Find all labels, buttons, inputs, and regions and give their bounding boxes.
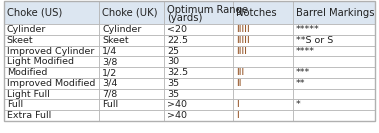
Bar: [4, 35, 99, 46]
Text: IIIII: IIIII: [236, 36, 250, 45]
Text: Cylinder: Cylinder: [102, 25, 142, 34]
Text: *: *: [296, 100, 301, 109]
Text: Modified: Modified: [7, 68, 47, 77]
Text: Full: Full: [7, 100, 23, 109]
Text: Extra Full: Extra Full: [7, 111, 51, 120]
Text: Improved Modified: Improved Modified: [7, 79, 95, 88]
Text: III: III: [236, 68, 244, 77]
Text: 30: 30: [167, 57, 179, 66]
Text: Notches: Notches: [236, 8, 276, 18]
Bar: [233, 1, 293, 24]
Text: 1/2: 1/2: [102, 68, 117, 77]
Bar: [164, 24, 233, 35]
Bar: [99, 67, 164, 78]
Text: Light Modified: Light Modified: [7, 57, 74, 66]
Text: 1/4: 1/4: [102, 47, 117, 55]
Text: >40: >40: [167, 111, 187, 120]
Text: Skeet: Skeet: [7, 36, 33, 45]
Bar: [164, 56, 233, 67]
Bar: [99, 78, 164, 89]
Bar: [233, 110, 293, 121]
Text: 35: 35: [167, 90, 179, 99]
Bar: [233, 35, 293, 46]
Bar: [233, 99, 293, 110]
Bar: [164, 46, 233, 56]
Bar: [293, 24, 375, 35]
Text: Cylinder: Cylinder: [7, 25, 46, 34]
Bar: [99, 56, 164, 67]
Text: IIII: IIII: [236, 47, 247, 55]
Text: IIIII: IIIII: [236, 25, 250, 34]
Bar: [164, 35, 233, 46]
Bar: [164, 89, 233, 99]
Text: 25: 25: [167, 47, 179, 55]
Text: 35: 35: [167, 79, 179, 88]
Bar: [4, 24, 99, 35]
Bar: [4, 110, 99, 121]
Text: 3/8: 3/8: [102, 57, 118, 66]
Text: *****: *****: [296, 25, 319, 34]
Text: Improved Cylinder: Improved Cylinder: [7, 47, 94, 55]
Text: (yards): (yards): [167, 13, 202, 23]
Text: Choke (US): Choke (US): [7, 8, 62, 18]
Bar: [293, 1, 375, 24]
Text: >40: >40: [167, 100, 187, 109]
Text: <20: <20: [167, 25, 187, 34]
Bar: [233, 67, 293, 78]
Bar: [293, 99, 375, 110]
Bar: [233, 24, 293, 35]
Bar: [4, 56, 99, 67]
Text: I: I: [236, 111, 239, 120]
Text: **S or S: **S or S: [296, 36, 333, 45]
Bar: [164, 110, 233, 121]
Text: II: II: [236, 79, 241, 88]
Bar: [4, 1, 99, 24]
Text: Barrel Markings: Barrel Markings: [296, 8, 374, 18]
Bar: [293, 46, 375, 56]
Bar: [99, 35, 164, 46]
Text: Skeet: Skeet: [102, 36, 129, 45]
Text: 7/8: 7/8: [102, 90, 117, 99]
Bar: [99, 110, 164, 121]
Bar: [99, 89, 164, 99]
Bar: [293, 89, 375, 99]
Text: ****: ****: [296, 47, 315, 55]
Text: 22.5: 22.5: [167, 36, 188, 45]
Text: Full: Full: [102, 100, 119, 109]
Bar: [164, 67, 233, 78]
Bar: [293, 110, 375, 121]
Bar: [99, 1, 164, 24]
Text: ***: ***: [296, 68, 310, 77]
Bar: [164, 78, 233, 89]
Text: Light Full: Light Full: [7, 90, 50, 99]
Bar: [233, 56, 293, 67]
Bar: [164, 1, 233, 24]
Bar: [99, 46, 164, 56]
Bar: [4, 67, 99, 78]
Bar: [293, 78, 375, 89]
Bar: [233, 46, 293, 56]
Bar: [4, 78, 99, 89]
Bar: [4, 46, 99, 56]
Text: 3/4: 3/4: [102, 79, 118, 88]
Bar: [233, 78, 293, 89]
Bar: [293, 35, 375, 46]
Bar: [4, 89, 99, 99]
Bar: [4, 99, 99, 110]
Bar: [99, 99, 164, 110]
Bar: [293, 56, 375, 67]
Text: 32.5: 32.5: [167, 68, 188, 77]
Bar: [99, 24, 164, 35]
Bar: [293, 67, 375, 78]
Text: Choke (UK): Choke (UK): [102, 8, 158, 18]
Text: I: I: [236, 100, 239, 109]
Text: **: **: [296, 79, 305, 88]
Text: Optimum Range: Optimum Range: [167, 5, 248, 15]
Bar: [164, 99, 233, 110]
Bar: [233, 89, 293, 99]
